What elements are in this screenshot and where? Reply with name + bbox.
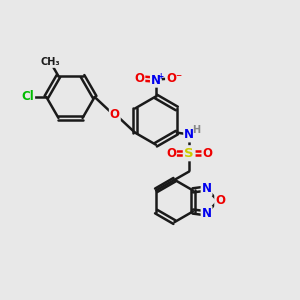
Text: O: O xyxy=(215,194,225,207)
Text: N: N xyxy=(202,207,212,220)
Text: O: O xyxy=(166,147,176,160)
Text: +: + xyxy=(157,72,163,81)
Text: O: O xyxy=(110,108,120,121)
Text: O: O xyxy=(202,147,212,160)
Text: N: N xyxy=(151,74,161,87)
Text: O: O xyxy=(134,72,144,85)
Text: N: N xyxy=(184,128,194,142)
Text: O⁻: O⁻ xyxy=(166,72,182,85)
Text: S: S xyxy=(184,147,194,160)
Text: H: H xyxy=(193,125,201,135)
Text: N: N xyxy=(202,182,212,195)
Text: CH₃: CH₃ xyxy=(40,57,60,67)
Text: Cl: Cl xyxy=(21,91,34,103)
